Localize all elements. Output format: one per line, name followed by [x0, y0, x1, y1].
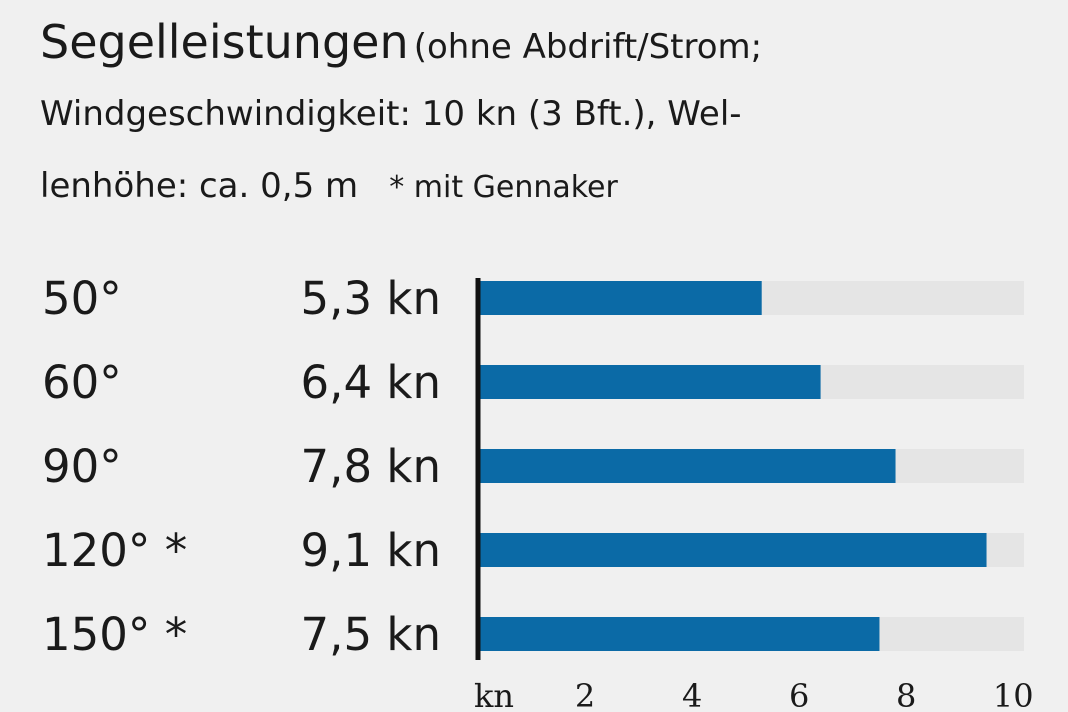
title-line-2: Windgeschwindigkeit: 10 kn (3 Bft.), Wel…: [40, 94, 742, 134]
title-line-1: Segelleistungen (ohne Abdrift/Strom;: [40, 6, 1050, 78]
chart-title-paren: (ohne Abdrift/Strom;: [413, 27, 763, 67]
bar: [478, 281, 762, 315]
bar: [478, 365, 821, 399]
category-label: 60°: [42, 356, 122, 409]
x-tick-label: 8: [896, 677, 916, 712]
value-label: 9,1 kn: [301, 524, 441, 577]
x-axis-unit: kn: [474, 677, 514, 712]
x-tick-label: 10: [993, 677, 1034, 712]
value-label: 5,3 kn: [301, 272, 441, 325]
chart-title: Segelleistungen: [40, 15, 409, 69]
x-tick-label: 4: [682, 677, 702, 712]
category-label: 90°: [42, 440, 122, 493]
bar: [478, 449, 896, 483]
title-line-3-text: lenhöhe: ca. 0,5 m: [40, 166, 359, 206]
value-label: 6,4 kn: [301, 356, 441, 409]
chart-title-block: Segelleistungen (ohne Abdrift/Strom; Win…: [40, 6, 1050, 222]
category-label: 150° *: [42, 608, 187, 661]
bar: [478, 533, 987, 567]
title-line-3: lenhöhe: ca. 0,5 m * mit Gennaker: [40, 150, 1050, 222]
value-label: 7,5 kn: [301, 608, 441, 661]
gennaker-note: * mit Gennaker: [389, 170, 618, 205]
value-label: 7,8 kn: [301, 440, 441, 493]
category-label: 120° *: [42, 524, 187, 577]
category-label: 50°: [42, 272, 122, 325]
x-tick-label: 2: [575, 677, 595, 712]
bar: [478, 617, 880, 651]
x-tick-label: 6: [789, 677, 809, 712]
